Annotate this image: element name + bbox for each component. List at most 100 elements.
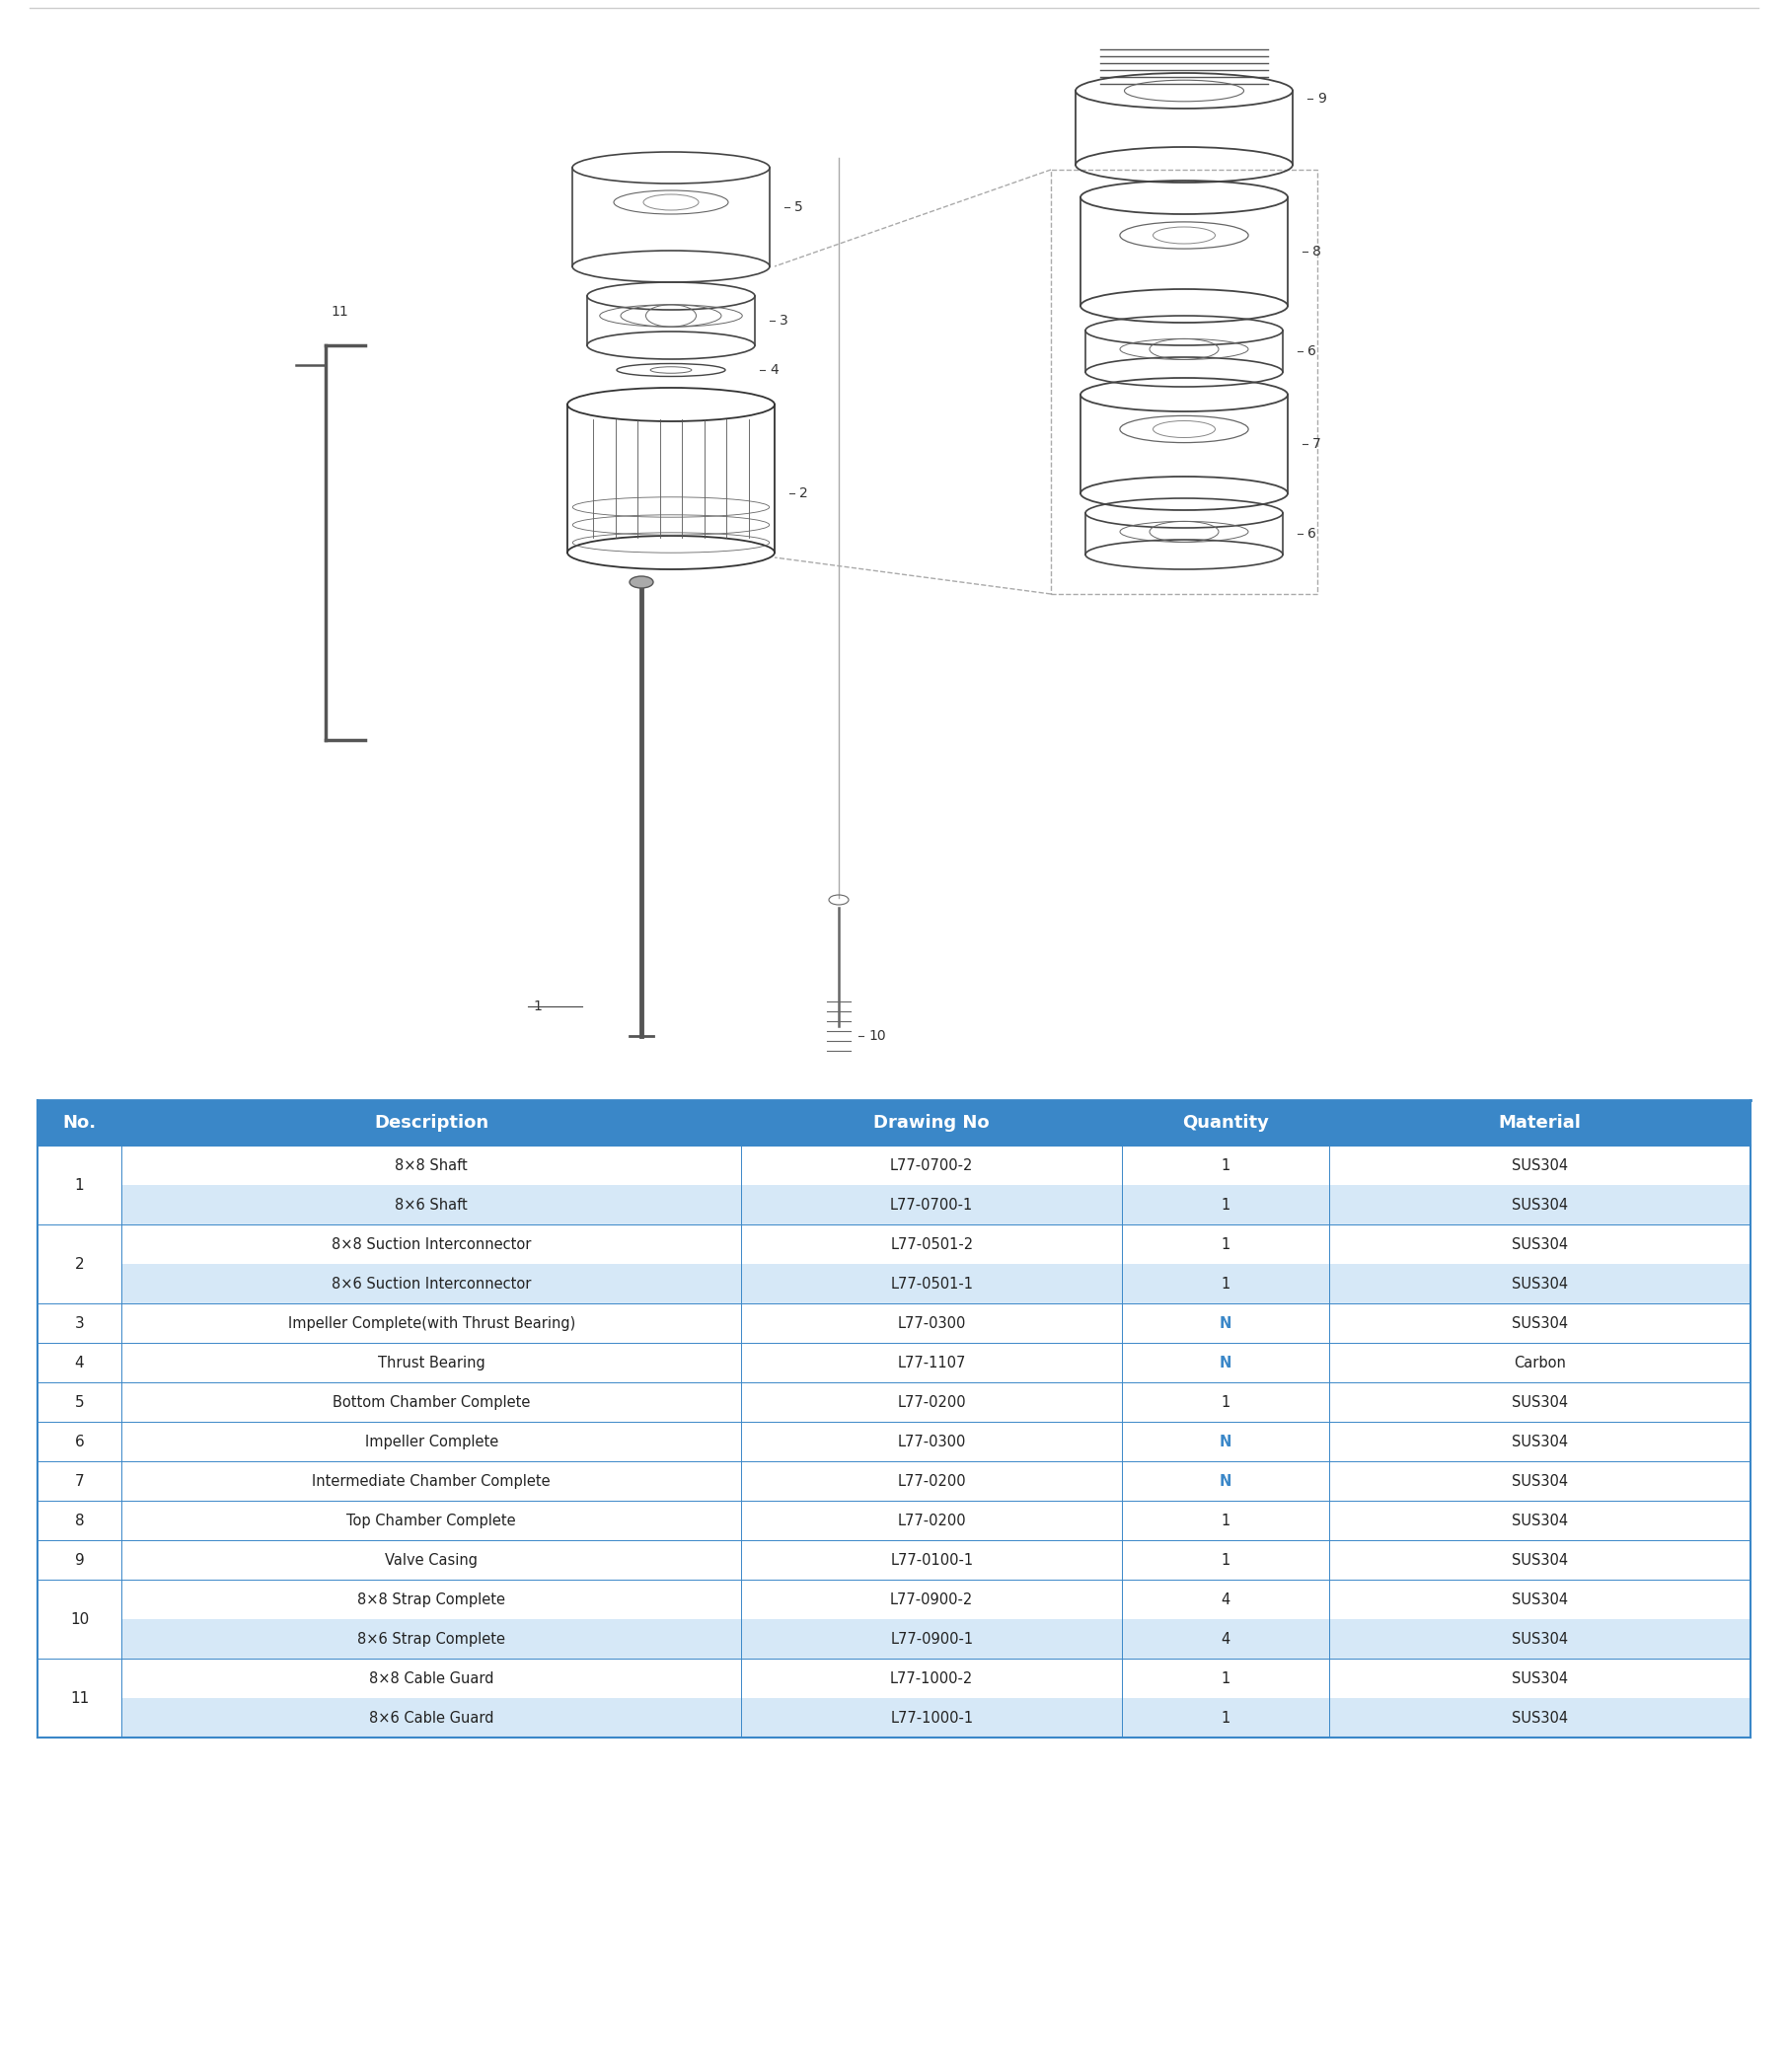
Bar [38, 1146, 122, 1225]
Text: Intermediate Chamber Complete: Intermediate Chamber Complete [313, 1473, 551, 1488]
Bar [122, 1264, 742, 1303]
Text: L77-0900-1: L77-0900-1 [890, 1631, 973, 1647]
Bar [742, 1500, 1121, 1539]
Text: 8×8 Shaft: 8×8 Shaft [395, 1158, 468, 1173]
Text: 1: 1 [1221, 1276, 1230, 1291]
Text: 9: 9 [1318, 91, 1327, 106]
Text: L77-0700-1: L77-0700-1 [890, 1198, 973, 1212]
Bar [1121, 1185, 1328, 1225]
Bar [1121, 1539, 1328, 1579]
Text: L77-1107: L77-1107 [898, 1355, 966, 1370]
Bar [38, 1421, 122, 1461]
Bar [1121, 1264, 1328, 1303]
Bar [38, 1658, 122, 1738]
Bar [742, 1421, 1121, 1461]
Text: 1: 1 [1221, 1237, 1230, 1251]
Bar [38, 1382, 122, 1421]
Bar [1121, 1461, 1328, 1500]
Bar [1328, 1382, 1750, 1421]
Text: 6: 6 [1307, 526, 1316, 541]
Text: 3: 3 [780, 313, 789, 327]
Bar [122, 1185, 742, 1225]
Bar [122, 1579, 742, 1618]
Bar [1121, 1421, 1328, 1461]
Text: 4: 4 [75, 1355, 84, 1370]
Bar [1328, 1185, 1750, 1225]
Text: 10: 10 [70, 1612, 89, 1627]
Bar [742, 1461, 1121, 1500]
Text: 8×6 Cable Guard: 8×6 Cable Guard [368, 1709, 493, 1726]
Text: 3: 3 [75, 1316, 84, 1330]
Text: SUS304: SUS304 [1511, 1670, 1568, 1687]
Bar [122, 1658, 742, 1699]
Text: SUS304: SUS304 [1511, 1158, 1568, 1173]
Bar [1328, 1303, 1750, 1343]
Text: 5: 5 [794, 201, 803, 213]
Bar [1328, 1264, 1750, 1303]
Bar [1328, 1421, 1750, 1461]
Text: L77-0501-1: L77-0501-1 [890, 1276, 973, 1291]
Bar [742, 1699, 1121, 1738]
Text: L77-0900-2: L77-0900-2 [890, 1591, 973, 1606]
Text: L77-0200: L77-0200 [898, 1513, 966, 1527]
Bar [1121, 1658, 1328, 1699]
Text: Description: Description [374, 1115, 488, 1131]
Bar [742, 1303, 1121, 1343]
Bar [1328, 1699, 1750, 1738]
Text: L77-0300: L77-0300 [898, 1434, 966, 1448]
Text: N: N [1219, 1316, 1232, 1330]
Text: 8×6 Suction Interconnector: 8×6 Suction Interconnector [331, 1276, 531, 1291]
Bar [38, 1343, 122, 1382]
Text: Thrust Bearing: Thrust Bearing [377, 1355, 485, 1370]
Text: SUS304: SUS304 [1511, 1473, 1568, 1488]
Bar [38, 1100, 1750, 1146]
Bar [1328, 1658, 1750, 1699]
Bar [742, 1343, 1121, 1382]
Bar [1051, 170, 1318, 595]
Text: 8×8 Strap Complete: 8×8 Strap Complete [358, 1591, 506, 1606]
Bar [122, 1500, 742, 1539]
Bar [1121, 1699, 1328, 1738]
Text: SUS304: SUS304 [1511, 1394, 1568, 1409]
Bar [122, 1539, 742, 1579]
Bar [1328, 1500, 1750, 1539]
Text: 4: 4 [1221, 1631, 1230, 1647]
Bar [122, 1225, 742, 1264]
Bar [38, 1500, 122, 1539]
Bar [1121, 1579, 1328, 1618]
Text: L77-1000-1: L77-1000-1 [890, 1709, 973, 1726]
Bar [1328, 1225, 1750, 1264]
Text: 8×8 Suction Interconnector: 8×8 Suction Interconnector [331, 1237, 531, 1251]
Text: 1: 1 [1221, 1394, 1230, 1409]
Bar [38, 1579, 122, 1658]
Text: Impeller Complete(with Thrust Bearing): Impeller Complete(with Thrust Bearing) [288, 1316, 576, 1330]
Bar [742, 1539, 1121, 1579]
Bar [1121, 1618, 1328, 1658]
Text: 4: 4 [769, 363, 778, 377]
Text: 2: 2 [75, 1256, 84, 1272]
Bar [1121, 1146, 1328, 1185]
Bar [122, 1303, 742, 1343]
Bar [1328, 1461, 1750, 1500]
Text: 8×6 Strap Complete: 8×6 Strap Complete [358, 1631, 506, 1647]
Text: Quantity: Quantity [1182, 1115, 1269, 1131]
Text: L77-1000-2: L77-1000-2 [890, 1670, 973, 1687]
Bar [1328, 1343, 1750, 1382]
Text: SUS304: SUS304 [1511, 1316, 1568, 1330]
Bar [1328, 1579, 1750, 1618]
Text: 1: 1 [75, 1177, 84, 1191]
Text: L77-0700-2: L77-0700-2 [890, 1158, 973, 1173]
Bar [1328, 1539, 1750, 1579]
Bar [122, 1343, 742, 1382]
Text: 10: 10 [869, 1030, 885, 1042]
Bar [122, 1699, 742, 1738]
Text: Material: Material [1498, 1115, 1581, 1131]
Text: 5: 5 [75, 1394, 84, 1409]
Bar [38, 1303, 122, 1343]
Bar [742, 1382, 1121, 1421]
Text: 2: 2 [799, 487, 808, 499]
Bar [38, 1539, 122, 1579]
Bar [122, 1421, 742, 1461]
Bar [1328, 1618, 1750, 1658]
Bar [1121, 1382, 1328, 1421]
